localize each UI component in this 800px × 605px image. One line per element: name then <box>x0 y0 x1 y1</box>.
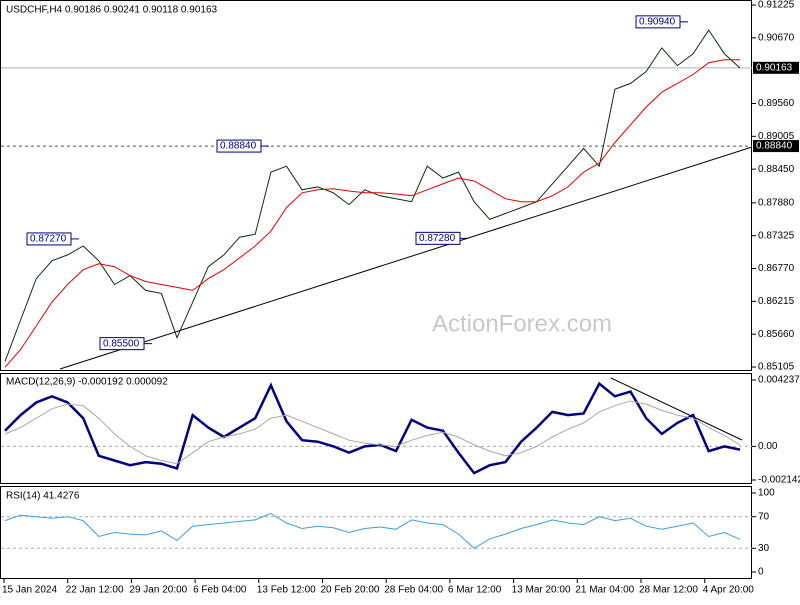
y-tick-label: 0.87880 <box>758 197 795 208</box>
x-tick-label: 29 Jan 20:00 <box>129 585 187 596</box>
y-tick-label: 0 <box>758 567 764 578</box>
y-tick-label: 0.88450 <box>758 164 795 175</box>
x-tick-label: 28 Feb 04:00 <box>384 585 443 596</box>
y-tick-label: 0.00 <box>758 441 778 452</box>
y-tick-label: 0.004237 <box>758 375 800 386</box>
y-tick-label: 0.89560 <box>758 98 795 109</box>
y-tick-label: 0.90670 <box>758 32 795 43</box>
y-tick-label: 0.89005 <box>758 131 795 142</box>
x-tick-label: 22 Jan 12:00 <box>66 585 124 596</box>
series-line <box>4 381 741 475</box>
y-tick-label: 30 <box>758 543 770 554</box>
macd-title: MACD(12,26,9) -0.000192 0.000092 <box>6 377 168 388</box>
annotation-label: 0.90940 <box>639 16 676 27</box>
price-tag-label: 0.90163 <box>756 62 793 73</box>
level-tag-label: 0.88840 <box>756 141 793 152</box>
watermark: ActionForex.com <box>432 310 612 337</box>
macd-trendline <box>610 377 743 441</box>
x-tick-label: 4 Apr 20:00 <box>703 585 755 596</box>
series-line <box>4 400 741 465</box>
rsi-panel <box>0 486 752 579</box>
macd-panel <box>0 373 752 484</box>
level-tag <box>753 140 799 153</box>
series-line <box>4 29 741 362</box>
y-tick-label: 0.87325 <box>758 230 795 241</box>
price-panel <box>0 0 752 371</box>
price-tag <box>753 61 799 74</box>
y-tick-label: 0.91225 <box>758 0 795 11</box>
annotation-box <box>216 139 262 153</box>
chart-title: USDCHF,H4 0.90186 0.90241 0.90118 0.9016… <box>6 5 218 16</box>
annotation-label: 0.88840 <box>220 141 257 152</box>
x-tick-label: 6 Mar 12:00 <box>448 585 502 596</box>
x-tick-label: 13 Feb 12:00 <box>257 585 316 596</box>
y-tick-label: 100 <box>758 488 775 499</box>
annotation-label: 0.87270 <box>30 234 67 245</box>
series-line <box>4 59 740 368</box>
x-tick-label: 20 Feb 20:00 <box>321 585 380 596</box>
y-tick-label: 0.85660 <box>758 329 795 340</box>
x-tick-label: 6 Feb 04:00 <box>193 585 247 596</box>
annotation-label: 0.85500 <box>103 338 140 349</box>
y-tick-label: 0.85105 <box>758 362 795 373</box>
x-tick-label: 15 Jan 2024 <box>2 585 57 596</box>
y-tick-label: 0.86215 <box>758 296 795 307</box>
x-tick-label: 21 Mar 04:00 <box>575 585 634 596</box>
y-tick-label: -0.002142 <box>758 475 800 486</box>
annotation-box <box>26 232 72 246</box>
rsi-title: RSI(14) 41.4276 <box>6 491 80 502</box>
x-tick-label: 28 Mar 12:00 <box>639 585 698 596</box>
annotation-box <box>99 337 145 351</box>
trendline <box>59 146 753 370</box>
series-line <box>4 512 741 549</box>
x-tick-label: 13 Mar 20:00 <box>512 585 571 596</box>
annotation-label: 0.87280 <box>419 233 456 244</box>
annotation-box <box>415 231 461 245</box>
y-tick-label: 70 <box>758 511 770 522</box>
y-tick-label: 0.86770 <box>758 263 795 274</box>
annotation-box <box>635 15 681 29</box>
